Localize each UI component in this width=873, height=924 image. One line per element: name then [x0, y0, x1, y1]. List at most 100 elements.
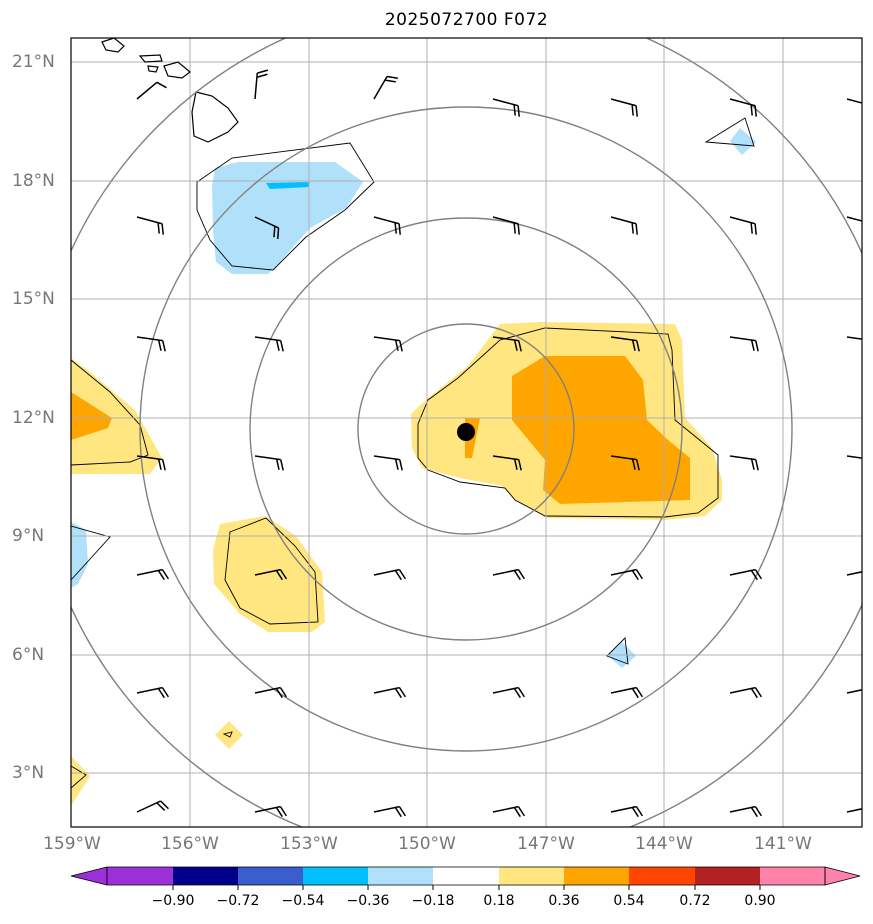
wind-barb-staff — [492, 455, 519, 461]
contour-outline — [71, 765, 87, 789]
contour-outline — [71, 359, 149, 466]
wind-barb-feather — [517, 105, 520, 117]
colorbar-extend-low — [70, 866, 108, 886]
wind-barb-feather — [750, 570, 758, 581]
wind-barb-feather — [513, 104, 516, 116]
lon-label-153w: 153°W — [280, 834, 338, 854]
wind-barb-feather — [275, 458, 280, 470]
positive-anomaly-west-core — [71, 392, 112, 440]
colorbar-segment — [564, 867, 629, 885]
wind-barb-staff — [610, 805, 637, 813]
colorbar-tick-label: 0.90 — [744, 893, 776, 909]
wind-barb-staff — [729, 568, 756, 576]
wind-barb-feather — [394, 458, 399, 470]
colorbar-tick-label: −0.18 — [411, 893, 455, 909]
wind-barb-feather — [755, 340, 759, 352]
wind-barb-staff — [136, 455, 163, 461]
wind-barb-feather — [754, 569, 763, 580]
wind-barb-feather — [635, 569, 644, 580]
wind-barb-feather — [279, 569, 288, 580]
wind-barb-staff — [373, 568, 400, 576]
lat-label-3n: 3°N — [12, 763, 45, 783]
positive-anomaly-west — [71, 358, 162, 474]
wind-barb-staff — [846, 455, 862, 459]
wind-barb-feather — [399, 340, 403, 352]
colorbar-ticks — [172, 885, 761, 890]
wind-barb-staff — [254, 686, 281, 694]
lon-label-147w: 147°W — [517, 834, 575, 854]
wind-barb-feather — [386, 75, 398, 79]
lon-label-159w: 159°W — [43, 834, 101, 854]
coastline-hawaii — [101, 38, 239, 143]
wind-barb-staff — [729, 336, 756, 342]
wind-barb-staff — [729, 686, 756, 694]
wind-barb-feather — [156, 802, 166, 811]
wind-barb-feather — [157, 458, 162, 470]
contour-outline-layer — [71, 117, 755, 789]
wind-barb-feather — [517, 569, 526, 580]
colorbar-segment — [433, 867, 499, 885]
wind-barb-feather — [273, 226, 276, 238]
wind-barb-feather — [513, 339, 518, 351]
storm-center-marker — [457, 423, 475, 441]
wind-barb-staff — [373, 686, 400, 694]
wind-barb-feather — [750, 339, 755, 351]
wind-barb-staff — [492, 686, 519, 694]
wind-barb-staff — [846, 689, 862, 694]
wind-barb-staff — [492, 568, 519, 576]
wind-barb-feather — [279, 687, 288, 698]
wind-barb-feather — [157, 339, 162, 351]
range-ring — [249, 217, 683, 641]
plot-frame — [70, 37, 863, 828]
wind-barb-feather — [513, 688, 521, 699]
wind-barb-feather — [635, 687, 644, 698]
colorbar — [70, 866, 861, 890]
colorbar-extend-high — [824, 866, 861, 886]
lat-label-9n: 9°N — [12, 526, 45, 546]
wind-barb-staff — [373, 216, 400, 225]
wind-barb-staff — [136, 81, 158, 100]
wind-barb-staff — [846, 98, 862, 104]
wind-barb-staff — [729, 805, 756, 813]
wind-barb-feather — [513, 807, 521, 818]
island-oahu — [138, 54, 163, 63]
wind-barb-feather — [754, 223, 757, 235]
wind-barb-staff — [492, 336, 519, 342]
colorbar-tick-label: −0.90 — [151, 893, 195, 909]
wind-barb-feather — [631, 570, 639, 581]
negative-anomaly-west — [71, 522, 88, 588]
wind-barb-staff — [136, 216, 163, 225]
wind-barb-feather — [384, 79, 396, 83]
lat-label-15n: 15°N — [12, 289, 55, 309]
positive-anomaly-sw — [71, 756, 90, 806]
wind-barb-feather — [754, 806, 763, 817]
wind-barb-feather — [868, 688, 873, 697]
wind-barb-feather — [277, 227, 280, 240]
wind-barb-feather — [161, 687, 170, 698]
negative-anomaly-core — [266, 182, 310, 189]
wind-barb-feather — [398, 569, 407, 580]
wind-barb-feather — [160, 800, 169, 810]
island-hawaii — [191, 91, 239, 143]
wind-barb-feather — [398, 223, 401, 235]
lon-label-144w: 144°W — [635, 834, 693, 854]
colorbar-segment — [303, 867, 368, 885]
colorbar-segment — [238, 867, 303, 885]
figure-title: 2025072700 F072 — [384, 10, 549, 30]
wind-barb-staff — [373, 336, 400, 342]
colorbar-segment — [107, 867, 173, 885]
wind-barb-feather — [517, 806, 526, 817]
wind-barb-feather — [275, 688, 283, 699]
wind-barb-feather — [275, 570, 283, 581]
lon-label-156w: 156°W — [161, 834, 219, 854]
wind-barb-staff — [136, 336, 163, 342]
wind-barb-staff — [610, 568, 637, 576]
wind-barb-feather — [750, 104, 753, 116]
wind-barb-feather — [256, 73, 268, 78]
wind-barb-staff — [610, 336, 637, 342]
wind-barb-staff — [373, 805, 400, 813]
wind-barb-feather — [868, 570, 873, 579]
wind-barb-feather — [755, 459, 759, 471]
wind-barbs — [136, 69, 873, 818]
